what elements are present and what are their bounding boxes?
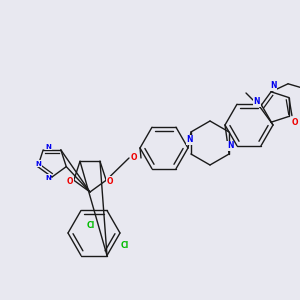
Text: N: N [270,81,276,90]
Text: N: N [36,160,42,166]
Text: Cl: Cl [87,221,95,230]
Text: O: O [107,177,113,186]
Text: N: N [187,136,193,145]
Text: N: N [227,142,233,151]
Text: N: N [254,98,260,106]
Text: N: N [45,144,51,150]
Text: Cl: Cl [121,241,129,250]
Text: O: O [131,154,137,163]
Text: N: N [45,175,51,181]
Text: O: O [292,118,298,127]
Text: O: O [67,177,73,186]
